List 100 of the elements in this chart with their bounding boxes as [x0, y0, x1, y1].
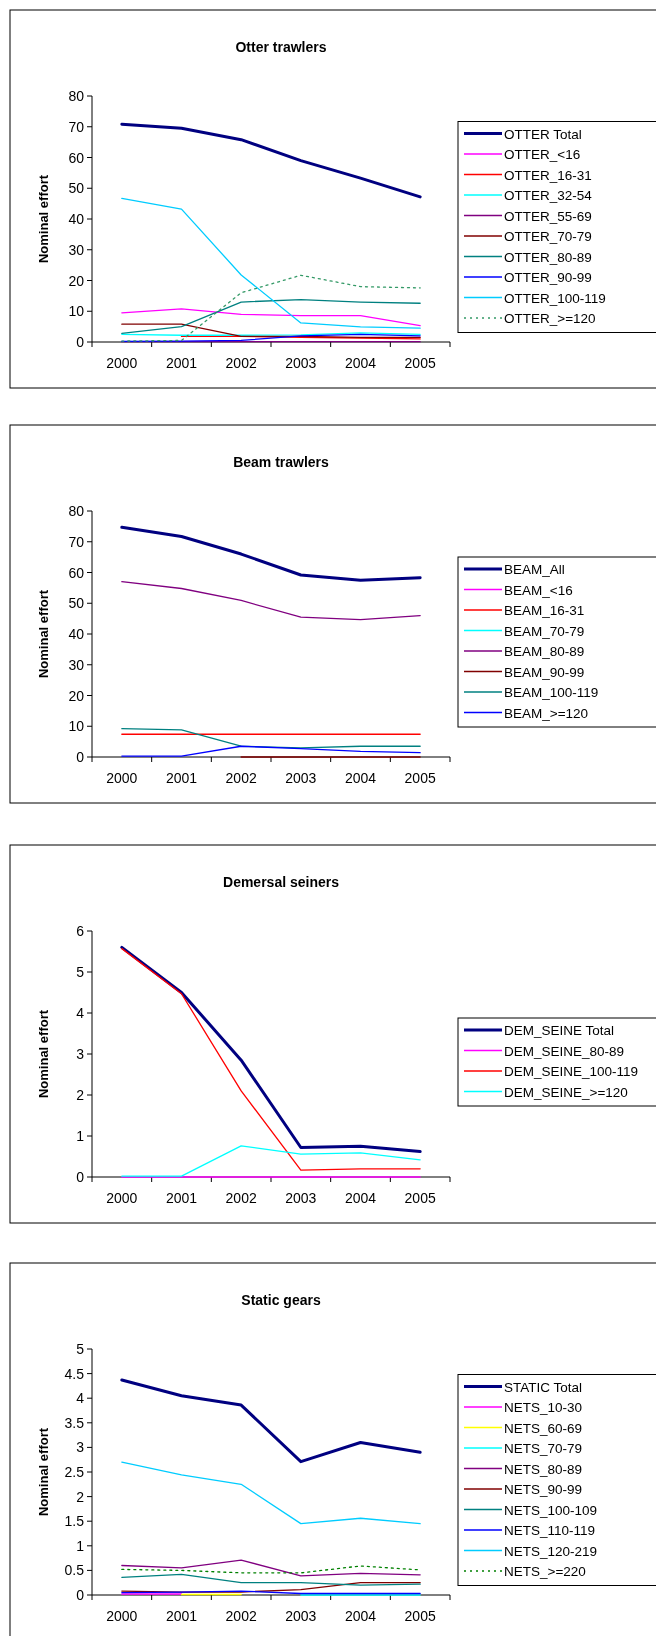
x-tick-label: 2001: [165, 1608, 198, 1624]
y-tick-label: 40: [68, 211, 85, 227]
y-tick-label: 40: [68, 626, 85, 642]
x-tick-label: 2002: [225, 355, 257, 371]
y-tick-label: 2.5: [64, 1464, 85, 1480]
line-series: [120, 525, 422, 582]
x-tick-label: 2000: [106, 770, 138, 786]
y-tick-label: 70: [68, 118, 85, 135]
y-tick-label: 4: [76, 1005, 85, 1021]
chart-title: Demersal seiners: [223, 874, 340, 890]
y-tick-label: 1: [76, 1537, 85, 1554]
legend-label: BEAM_80-89: [504, 644, 585, 659]
legend-label: NETS_>=220: [504, 1564, 586, 1579]
legend-label: DEM_SEINE_80-89: [504, 1043, 625, 1059]
y-tick-label: 1.5: [64, 1513, 85, 1530]
legend-label: DEM_SEINE_100-119: [504, 1064, 639, 1079]
y-tick-label: 5: [76, 964, 85, 980]
y-tick-label: 4: [76, 1390, 85, 1407]
chart-title: Beam trawlers: [233, 454, 330, 470]
line-series: [121, 1145, 421, 1177]
line-series: [121, 197, 421, 329]
legend-label: BEAM_>=120: [504, 705, 589, 721]
x-tick-label: 2001: [165, 770, 198, 786]
legend-label: BEAM_100-119: [504, 685, 599, 700]
y-tick-label: 5: [76, 1341, 85, 1357]
legend-label: BEAM_16-31: [504, 603, 585, 618]
x-tick-label: 2003: [285, 355, 317, 371]
legend-label: OTTER_100-119: [504, 290, 606, 306]
x-tick-label: 2000: [106, 1190, 138, 1206]
x-tick-label: 2004: [344, 355, 377, 371]
line-series: [120, 1378, 422, 1464]
legend-label: BEAM_<16: [504, 582, 573, 598]
x-tick-label: 2003: [285, 1608, 317, 1624]
x-tick-label: 2000: [106, 1608, 138, 1624]
legend-label: BEAM_90-99: [504, 664, 585, 680]
y-tick-label: 10: [68, 303, 85, 320]
legend-label: OTTER_16-31: [504, 167, 592, 183]
y-axis-title: Nominal effort: [36, 1009, 51, 1099]
y-tick-label: 30: [68, 241, 85, 258]
y-tick-label: 4.5: [64, 1365, 85, 1382]
y-tick-label: 0: [76, 1169, 85, 1185]
x-tick-label: 2005: [404, 770, 436, 786]
legend-label: NETS_10-30: [504, 1400, 583, 1415]
legend-label: NETS_80-89: [504, 1461, 583, 1477]
line-series: [120, 122, 422, 199]
y-tick-label: 0: [76, 334, 85, 350]
legend-label: NETS_120-219: [504, 1543, 598, 1559]
x-tick-label: 2002: [225, 1190, 257, 1206]
y-tick-label: 0: [76, 1587, 85, 1603]
x-tick-label: 2000: [106, 355, 138, 371]
y-tick-label: 2: [76, 1488, 85, 1505]
y-tick-label: 50: [68, 180, 85, 197]
line-series: [121, 1559, 421, 1577]
legend-label: OTTER_55-69: [504, 208, 592, 224]
x-tick-label: 2005: [404, 1608, 436, 1624]
legend-label: OTTER_70-79: [504, 229, 592, 244]
line-series: [121, 728, 421, 749]
legend-label: OTTER_80-89: [504, 249, 592, 265]
legend-label: NETS_70-79: [504, 1441, 583, 1456]
y-tick-label: 20: [68, 687, 85, 704]
y-tick-label: 3: [76, 1439, 85, 1456]
y-tick-label: 0.5: [64, 1562, 85, 1579]
line-series: [121, 581, 421, 621]
legend-label: NETS_90-99: [504, 1482, 583, 1497]
x-tick-label: 2001: [165, 1190, 198, 1206]
legend-label: OTTER_>=120: [504, 311, 596, 326]
legend-label: STATIC Total: [504, 1379, 583, 1395]
legend-label: DEM_SEINE_>=120: [504, 1084, 628, 1100]
y-tick-label: 3.5: [64, 1414, 85, 1431]
y-tick-label: 80: [68, 503, 85, 519]
y-tick-label: 50: [68, 595, 85, 612]
y-tick-label: 10: [68, 718, 85, 735]
x-tick-label: 2004: [344, 770, 377, 786]
y-tick-label: 70: [68, 533, 85, 550]
y-tick-label: 6: [76, 923, 85, 939]
y-tick-label: 60: [68, 564, 85, 581]
y-tick-label: 30: [68, 656, 85, 673]
x-tick-label: 2005: [404, 1190, 436, 1206]
y-axis-title: Nominal effort: [36, 1427, 51, 1517]
y-tick-label: 3: [76, 1046, 85, 1062]
legend-label: NETS_110-119: [504, 1523, 596, 1538]
legend-label: OTTER_32-54: [504, 188, 593, 203]
chart-title: Otter trawlers: [235, 39, 327, 55]
line-series: [121, 1461, 421, 1525]
legend-label: BEAM_70-79: [504, 623, 585, 639]
line-series: [121, 298, 421, 335]
y-axis-title: Nominal effort: [36, 174, 51, 264]
y-axis-title: Nominal effort: [36, 589, 51, 679]
y-tick-label: 80: [68, 88, 85, 104]
line-series: [121, 333, 421, 343]
y-tick-label: 2: [76, 1087, 85, 1103]
legend-label: DEM_SEINE Total: [504, 1023, 615, 1038]
chart-title: Static gears: [241, 1292, 321, 1308]
legend-label: BEAM_All: [504, 562, 565, 577]
x-tick-label: 2004: [344, 1190, 377, 1206]
line-series: [121, 274, 421, 342]
x-tick-label: 2001: [165, 355, 198, 371]
x-tick-label: 2003: [285, 1190, 317, 1206]
line-series: [121, 1565, 421, 1574]
y-tick-label: 20: [68, 272, 85, 289]
